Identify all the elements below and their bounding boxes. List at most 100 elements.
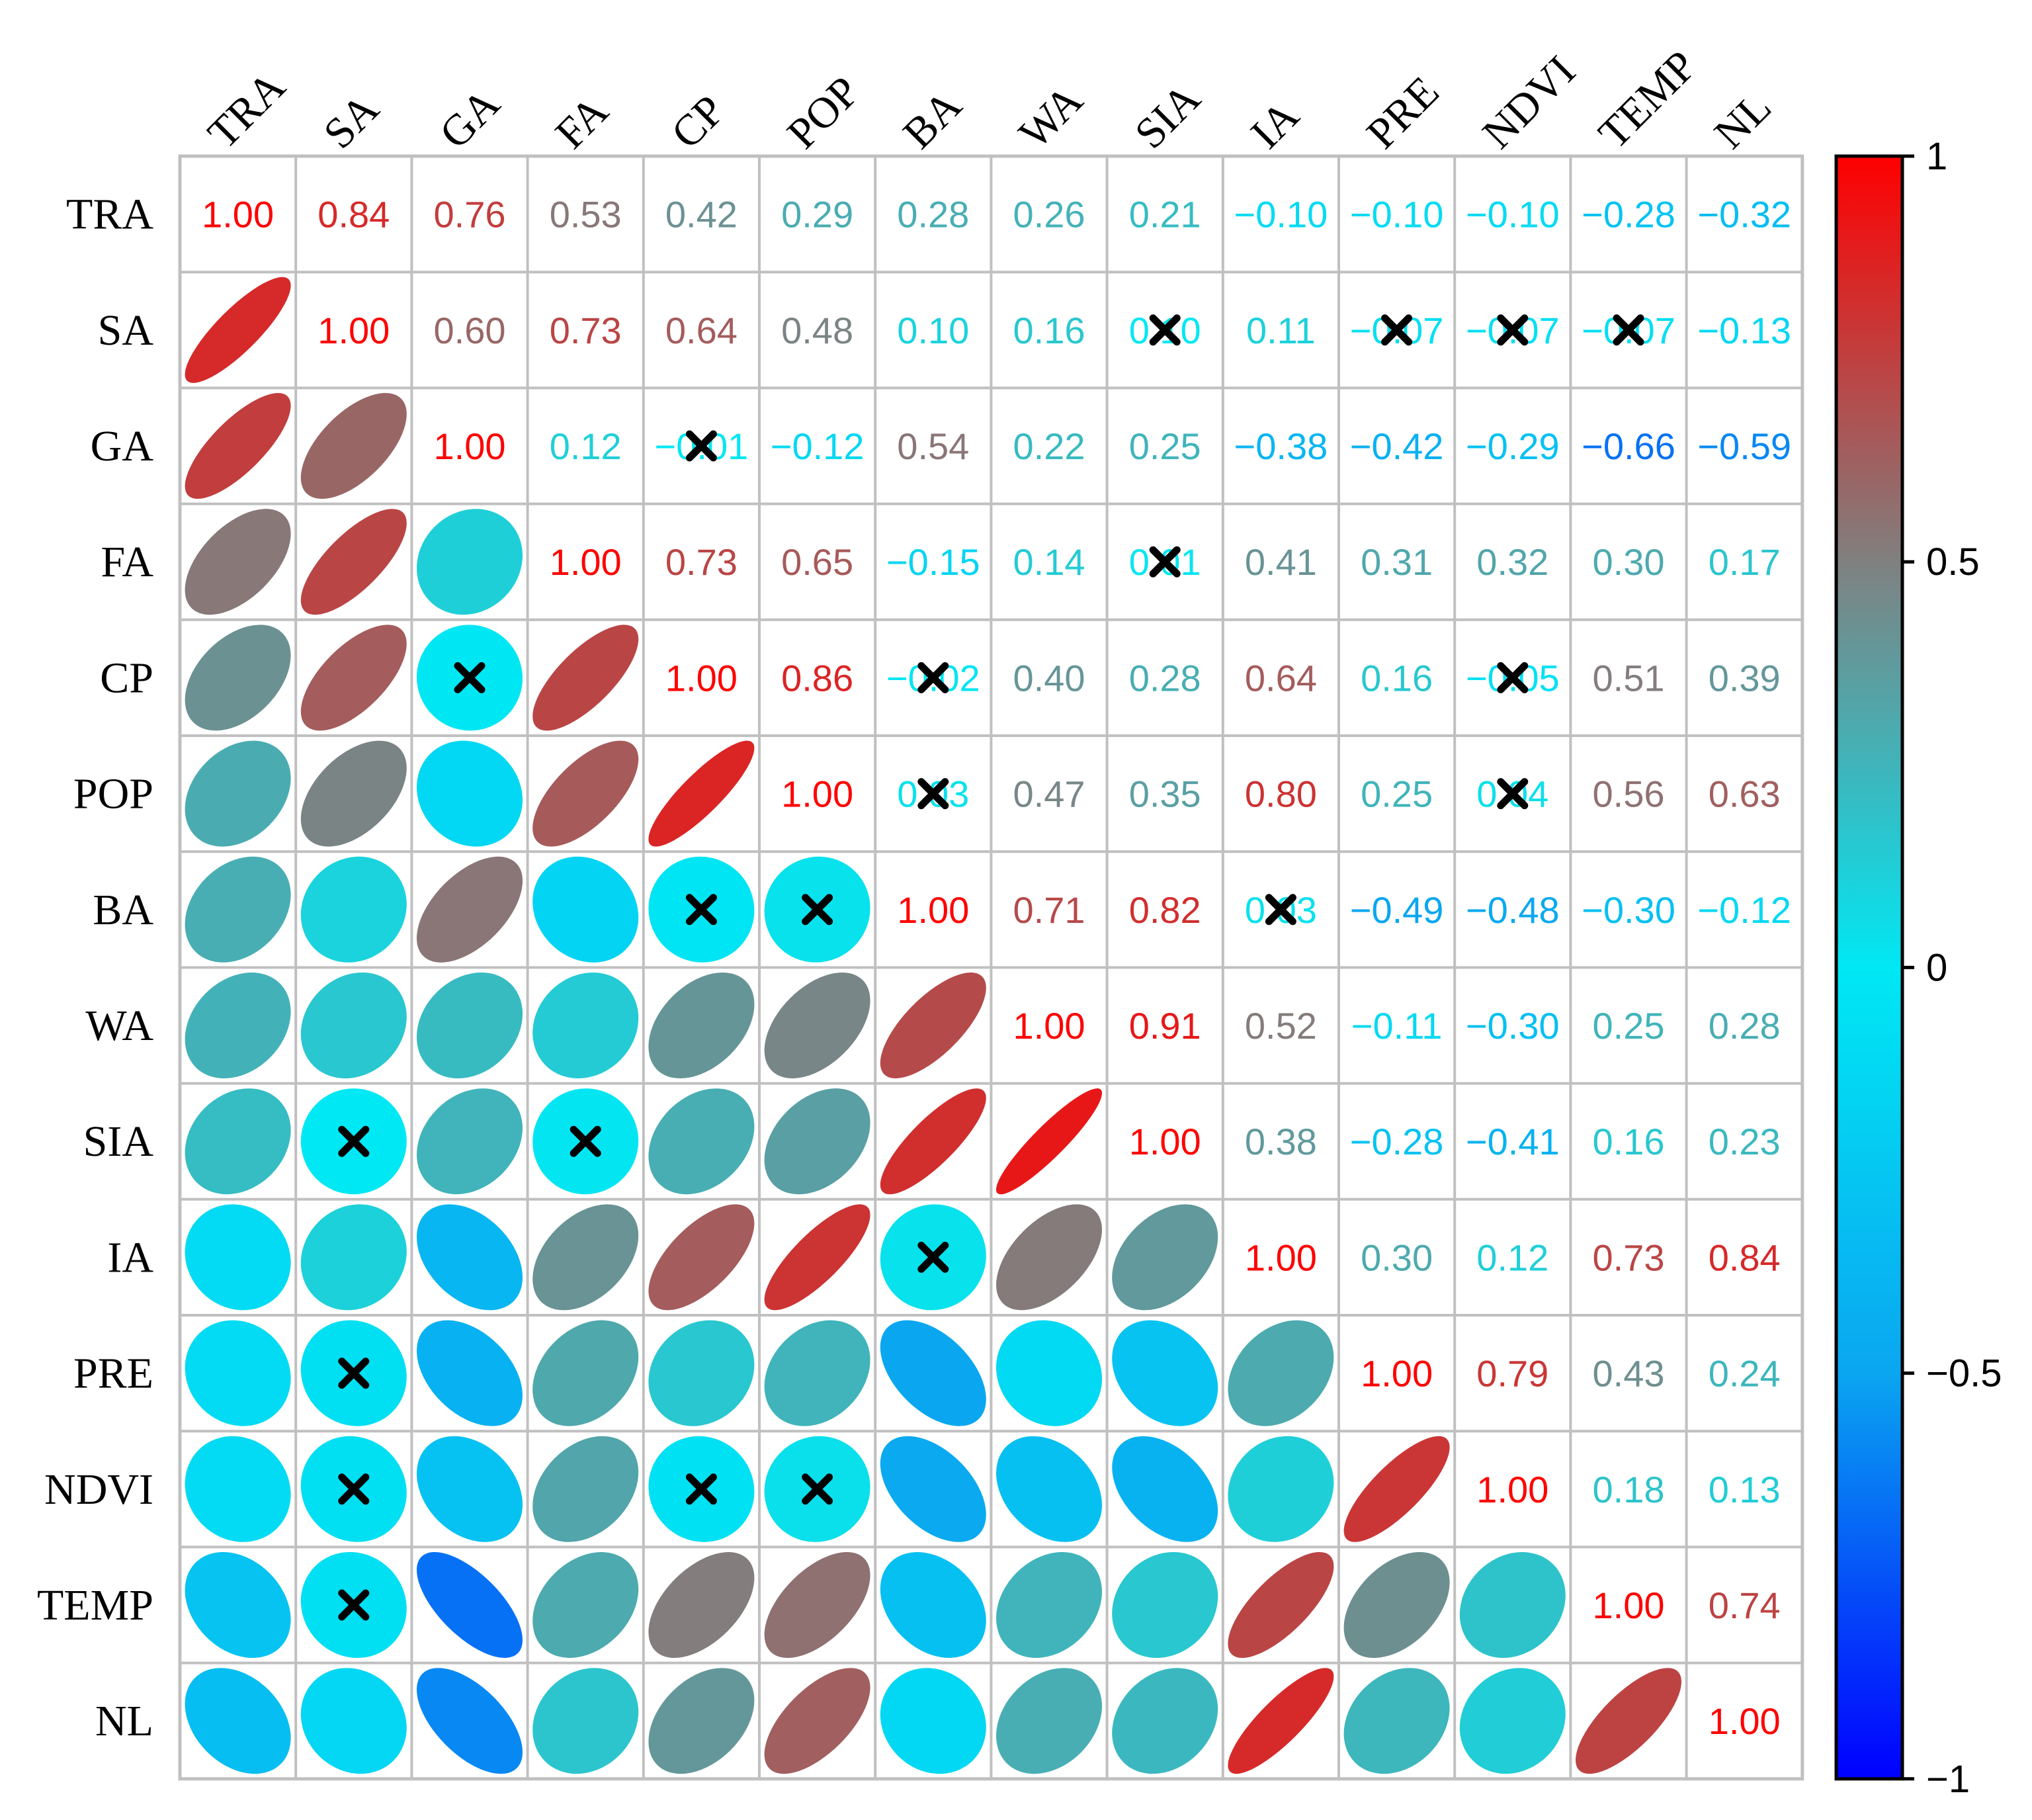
mark-stroke <box>338 1589 370 1621</box>
correlation-value: 0.22 <box>1013 425 1085 467</box>
column-label: GA <box>431 79 509 158</box>
correlation-ellipse <box>185 625 291 731</box>
correlation-value: −0.11 <box>1351 1005 1443 1047</box>
correlation-ellipse <box>300 856 407 963</box>
correlation-ellipse <box>648 740 755 847</box>
correlation-value: 0.38 <box>1245 1121 1317 1162</box>
row-label: WA <box>85 1002 153 1050</box>
mark-stroke <box>685 894 717 926</box>
correlation-ellipse <box>185 1668 291 1774</box>
mark-stroke <box>685 430 717 462</box>
correlation-value: −0.30 <box>1466 1005 1560 1047</box>
correlation-ellipse <box>1112 1436 1218 1542</box>
column-label: NDVI <box>1474 47 1585 158</box>
correlation-value: 1.00 <box>202 194 274 236</box>
insignificant-mark <box>917 1241 949 1273</box>
mark-stroke <box>338 1473 370 1505</box>
row-label: CP <box>100 654 153 702</box>
insignificant-mark <box>917 778 949 810</box>
insignificant-mark <box>1265 894 1296 926</box>
correlation-value: −0.28 <box>1350 1121 1444 1162</box>
correlation-ellipse <box>416 1436 523 1542</box>
correlation-ellipse <box>880 1436 986 1542</box>
column-label: SA <box>315 84 389 158</box>
correlation-value: −0.12 <box>771 425 865 467</box>
correlation-value: 0.79 <box>1476 1353 1548 1395</box>
correlation-value: 0.76 <box>434 194 506 236</box>
insignificant-mark <box>338 1589 370 1621</box>
correlation-ellipse <box>532 1204 639 1311</box>
row-label: GA <box>91 422 154 470</box>
correlation-value: 0.29 <box>781 194 853 236</box>
insignificant-mark <box>685 1473 717 1505</box>
correlation-value: 0.73 <box>550 310 622 351</box>
correlation-value: 0.64 <box>1245 657 1317 699</box>
correlation-value: −0.48 <box>1466 889 1560 931</box>
correlation-ellipse <box>185 393 291 499</box>
correlation-value: −0.12 <box>1697 889 1791 931</box>
correlation-ellipse <box>185 740 291 847</box>
correlation-ellipse <box>1343 1551 1450 1659</box>
correlation-ellipse <box>764 973 870 1078</box>
correlation-value: 0.65 <box>781 541 853 583</box>
correlation-ellipse <box>1228 1552 1334 1658</box>
correlation-value: 0.84 <box>318 194 390 236</box>
correlation-value: 0.43 <box>1593 1353 1665 1395</box>
correlation-ellipse <box>764 1320 870 1426</box>
row-label: FA <box>101 538 154 586</box>
insignificant-mark <box>570 1125 601 1157</box>
correlation-value: 0.21 <box>1129 194 1201 236</box>
mark-stroke <box>802 1473 833 1505</box>
correlation-value: 0.16 <box>1593 1121 1665 1162</box>
column-label: TEMP <box>1589 42 1706 158</box>
correlation-ellipse <box>532 1320 639 1426</box>
mark-stroke <box>917 1241 949 1273</box>
row-label: NL <box>95 1697 153 1745</box>
insignificant-mark <box>338 1358 370 1389</box>
correlation-ellipse <box>995 1668 1103 1774</box>
correlation-value: 0.31 <box>1361 541 1433 583</box>
correlation-value: 0.16 <box>1013 310 1085 351</box>
correlation-value: −0.10 <box>1466 194 1560 236</box>
colorbar <box>1834 154 1904 1781</box>
correlation-ellipse <box>416 1551 523 1659</box>
correlation-value: 1.00 <box>1129 1121 1201 1162</box>
correlation-value: 1.00 <box>318 310 390 351</box>
correlation-ellipse <box>1112 1320 1218 1426</box>
correlation-ellipse <box>185 1204 291 1311</box>
correlation-value: −0.15 <box>886 541 980 583</box>
mark-stroke <box>570 1125 601 1157</box>
mark-stroke <box>802 894 833 926</box>
insignificant-mark <box>1497 778 1529 810</box>
column-label: CP <box>662 86 734 158</box>
column-label: WA <box>1010 75 1092 157</box>
correlation-ellipse <box>416 1204 523 1311</box>
correlation-value: −0.42 <box>1350 425 1444 467</box>
correlation-ellipse <box>995 1088 1103 1195</box>
insignificant-mark <box>1149 546 1181 578</box>
correlation-value: 0.23 <box>1709 1121 1781 1162</box>
correlation-value: 0.16 <box>1361 657 1433 699</box>
mark-stroke <box>338 1125 370 1157</box>
correlation-ellipse <box>185 856 291 963</box>
insignificant-mark <box>685 430 717 462</box>
correlation-value: −0.38 <box>1234 425 1328 467</box>
correlation-value: 0.17 <box>1709 541 1781 583</box>
insignificant-mark <box>917 662 949 693</box>
row-label: SA <box>98 306 154 355</box>
correlation-ellipse <box>300 625 407 731</box>
correlation-ellipse <box>300 972 407 1079</box>
correlation-value: 0.24 <box>1709 1353 1781 1395</box>
correlation-ellipse <box>300 740 407 847</box>
correlation-value: 0.64 <box>665 310 738 351</box>
column-label: NL <box>1705 83 1781 158</box>
correlation-ellipse <box>185 277 291 383</box>
mark-stroke <box>1265 894 1296 926</box>
correlation-value: 0.18 <box>1593 1469 1665 1510</box>
correlation-ellipse <box>416 1668 523 1774</box>
correlation-value: 1.00 <box>1709 1700 1781 1742</box>
row-label: PRE <box>73 1350 153 1398</box>
correlation-ellipse <box>648 1204 755 1311</box>
